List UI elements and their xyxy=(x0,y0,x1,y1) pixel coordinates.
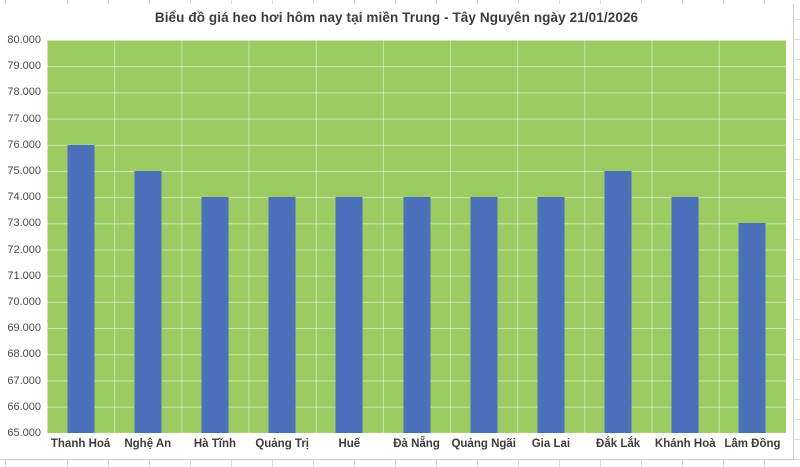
spreadsheet-cells-right xyxy=(794,0,800,467)
y-axis-tick-label: 68.000 xyxy=(7,348,41,361)
bar-category-cell xyxy=(249,40,316,433)
y-axis-tick-label: 72.000 xyxy=(7,243,41,256)
bar xyxy=(134,171,162,433)
y-axis-tick-label: 74.000 xyxy=(7,191,41,204)
y-axis: 80.000 79.000 78.000 77.000 76.000 75.000 74.0… xyxy=(0,34,41,439)
y-axis-tick-label: 69.000 xyxy=(7,322,41,335)
bar xyxy=(335,197,363,433)
spreadsheet-cells-top xyxy=(0,0,800,4)
bar-category-cell xyxy=(517,40,584,433)
bar-category-cell xyxy=(585,40,652,433)
bar-category-cell xyxy=(47,40,114,433)
bar-category-cell xyxy=(450,40,517,433)
bar xyxy=(268,197,296,433)
bar xyxy=(67,144,95,433)
bar-category-cell xyxy=(181,40,248,433)
bar-category-cell xyxy=(719,40,786,433)
y-axis-tick-label: 65.000 xyxy=(7,427,41,439)
y-axis-tick-label: 77.000 xyxy=(7,112,41,125)
x-axis-label: Khánh Hoà xyxy=(654,438,716,450)
x-axis-label: Đắk Lắk xyxy=(596,438,641,450)
x-axis-label: Thanh Hoá xyxy=(50,438,111,450)
bar-category-cell xyxy=(383,40,450,433)
bar-category-cell xyxy=(114,40,181,433)
x-axis-label: Đà Nẵng xyxy=(393,438,440,450)
y-axis-tick-label: 75.000 xyxy=(7,164,41,177)
chart-title: Biểu đồ giá heo hơi hôm nay tại miền Tru… xyxy=(154,10,639,25)
bar xyxy=(738,223,766,433)
x-axis-label: Huế xyxy=(338,438,361,450)
bar xyxy=(671,197,699,433)
x-axis: Thanh Hoá Nghệ An Hà Tĩnh Quảng Trị Huế Đà Nẵ… xyxy=(47,438,786,450)
x-axis-label: Lâm Đồng xyxy=(724,438,781,450)
bar xyxy=(604,171,632,433)
x-axis-label: Nghệ An xyxy=(124,438,172,450)
x-axis-label: Gia Lai xyxy=(531,438,571,450)
bar xyxy=(470,197,498,433)
y-axis-tick-label: 80.000 xyxy=(7,34,41,46)
x-axis-label: Quảng Trị xyxy=(255,438,309,450)
y-axis-tick-label: 66.000 xyxy=(7,400,41,413)
y-axis-tick-label: 78.000 xyxy=(7,86,41,99)
y-axis-tick-label: 73.000 xyxy=(7,217,41,230)
bar xyxy=(537,197,565,433)
bar-category-cell xyxy=(316,40,383,433)
y-axis-tick-label: 67.000 xyxy=(7,374,41,387)
plot-area xyxy=(47,40,786,433)
bar-category-cell xyxy=(652,40,719,433)
spreadsheet-cells-bottom xyxy=(0,460,800,467)
y-axis-tick-label: 79.000 xyxy=(7,60,41,73)
y-axis-tick-label: 70.000 xyxy=(7,295,41,308)
y-axis-tick-label: 76.000 xyxy=(7,138,41,151)
x-axis-label: Hà Tĩnh xyxy=(193,438,237,450)
x-axis-label: Quảng Ngãi xyxy=(451,438,516,450)
bar xyxy=(201,197,229,433)
bar-series xyxy=(47,40,786,433)
y-axis-tick-label: 71.000 xyxy=(7,269,41,282)
bar xyxy=(403,197,431,433)
hog-price-bar-chart[interactable]: Biểu đồ giá heo hơi hôm nay tại miền Tru… xyxy=(0,4,794,460)
